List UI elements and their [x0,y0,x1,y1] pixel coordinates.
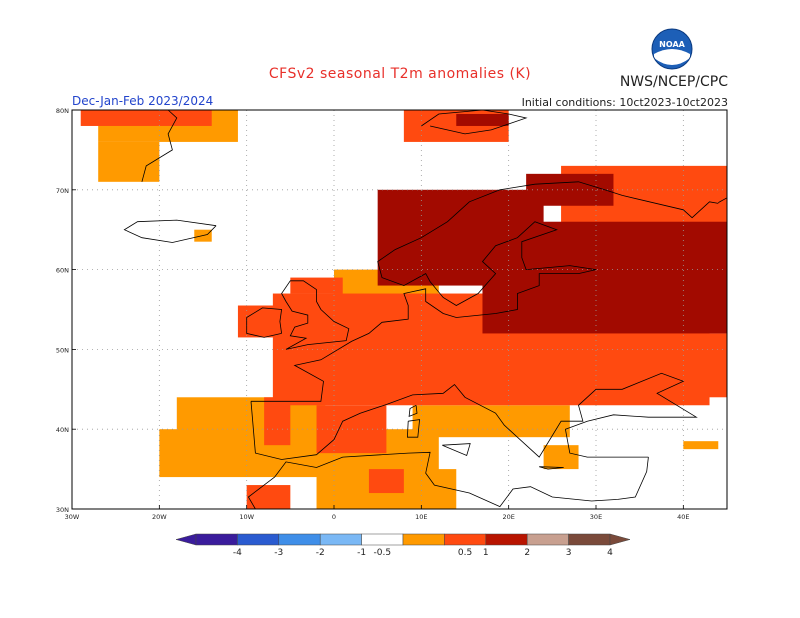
noaa-logo-text: NOAA [659,40,685,49]
anomaly-cell [264,397,291,446]
lon-label: 10W [239,513,254,521]
noaa-logo: NOAA [651,28,693,70]
anomaly-cell [98,141,160,182]
lon-label: 30E [590,513,602,521]
lon-label: 0 [332,513,336,521]
coastline [250,372,698,460]
colorbar-segment [568,533,611,546]
lat-label: 50N [56,346,69,354]
colorbar-segment [319,533,362,546]
latitude-labels: 80N 70N 60N 50N 40N 30N [56,107,76,514]
anomaly-cell [246,485,291,509]
lat-label: 60N [56,267,69,275]
map-grid [72,110,727,509]
coastline [442,443,471,457]
coastline [281,280,350,350]
lon-label: 40E [677,513,689,521]
anomaly-cell [368,469,404,494]
colorbar-segment [485,533,528,546]
colorbar-segment [237,533,280,546]
anomaly-cell [290,277,343,294]
colorbar-arrow-right [609,533,631,546]
anomaly-cell [237,305,282,338]
lon-label: 20E [502,513,514,521]
longitude-labels: 30W 20W 10W 0 10E 20E 30E 40E [65,505,690,521]
lat-label: 80N [56,107,69,115]
lon-label: 10E [415,513,427,521]
colorbar-segments [175,533,631,546]
lat-label: 40N [56,426,69,434]
colorbar-label: -1 [357,548,366,558]
colorbar-labels: -4 -3 -2 -1 -0.5 0.5 1 2 3 4 [233,548,613,558]
coastline [718,197,728,203]
coastline [406,419,421,438]
anomaly-cell [80,110,212,126]
colorbar-segment [444,533,487,546]
coastline [141,109,178,182]
colorbar-segment [526,533,569,546]
lon-label: 20W [152,513,167,521]
colorbar-segment [195,533,238,546]
anomaly-cell [316,405,387,454]
lat-label: 30N [56,506,69,514]
colorbar-label: -2 [316,548,325,558]
anomaly-cell [456,113,509,126]
colorbar-segment [361,533,404,546]
anomaly-cell [526,173,614,206]
coastlines [123,109,728,510]
anomaly-cell [683,441,719,450]
lat-label: 70N [56,187,69,195]
anomaly-cell [526,333,727,398]
map-title: CFSv2 seasonal T2m anomalies (K) [268,66,532,82]
colorbar-segment [402,533,445,546]
coastline [408,404,418,418]
coastline [246,307,283,338]
colorbar-label: 4 [607,548,613,558]
colorbar-label: -3 [274,548,283,558]
colorbar-label: 2 [524,548,530,558]
coastline [251,181,719,402]
colorbar-label: 0.5 [458,548,472,558]
period-label: Dec-Jan-Feb 2023/2024 [72,94,214,108]
initial-conditions-label: Initial conditions: 10ct2023-10ct2023 [521,96,728,109]
lon-label: 30W [65,513,80,521]
anomaly-cell [482,221,727,334]
coastline [247,451,649,510]
agency-label: NWS/NCEP/CPC [619,74,728,90]
colorbar-label: -0.5 [374,548,392,558]
map-frame [71,109,728,510]
colorbar-label: -4 [233,548,242,558]
colorbar-label: 1 [483,548,489,558]
colorbar-label: 3 [566,548,572,558]
colorbar-arrow-left [175,533,197,546]
coastline [539,466,564,470]
colorbar-segment [278,533,321,546]
coastline [123,219,217,243]
anomaly-cells [80,110,727,509]
coastline [421,109,528,135]
